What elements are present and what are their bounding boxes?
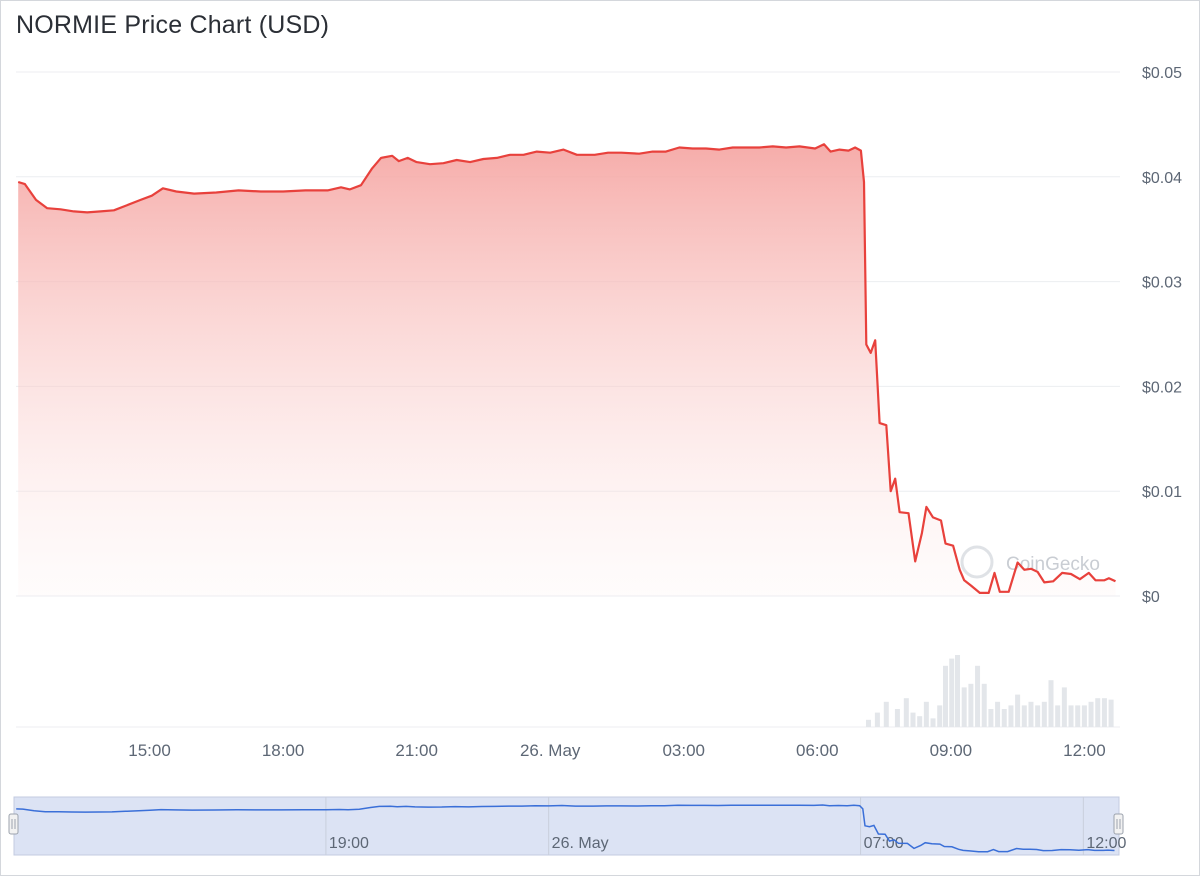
volume-bar xyxy=(883,701,889,727)
volume-bar xyxy=(1075,705,1081,727)
y-tick-label: $0.03 xyxy=(1142,275,1182,292)
volume-bar xyxy=(1048,680,1054,727)
x-tick-label: 06:00 xyxy=(796,741,839,760)
volume-bar xyxy=(968,683,974,727)
x-tick-label: 03:00 xyxy=(662,741,705,760)
y-tick-label: $0.01 xyxy=(1142,484,1182,501)
volume-bar xyxy=(894,709,900,727)
volume-bars xyxy=(865,655,1114,727)
volume-bar xyxy=(1041,701,1047,727)
volume-bar xyxy=(981,683,987,727)
volume-bar xyxy=(949,658,955,727)
price-area-fill xyxy=(18,144,1116,597)
volume-bar xyxy=(942,665,948,727)
volume-bar xyxy=(937,705,943,727)
volume-bar xyxy=(1001,709,1007,727)
chart-title: NORMIE Price Chart (USD) xyxy=(16,11,330,39)
volume-bar xyxy=(923,701,929,727)
y-axis-labels: $0.05 $0.04 $0.03 $0.02 $0.01 $0 xyxy=(1142,65,1182,606)
navigator-label: 19:00 xyxy=(329,835,369,852)
navigator-label: 26. May xyxy=(552,835,609,852)
handle-grip[interactable] xyxy=(8,813,19,835)
volume-bar xyxy=(1068,705,1074,727)
volume-bar xyxy=(1108,699,1114,727)
volume-bar xyxy=(1028,701,1034,727)
volume-bar xyxy=(955,655,961,727)
x-axis-labels: 15:00 18:00 21:00 26. May 03:00 06:00 09:00 12:… xyxy=(128,741,1105,760)
volume-bar xyxy=(995,701,1001,727)
volume-bar xyxy=(903,698,909,727)
volume-bar xyxy=(1095,698,1101,727)
volume-bar xyxy=(1061,687,1067,727)
x-tick-label: 26. May xyxy=(520,741,581,760)
handle-grip[interactable] xyxy=(1113,813,1124,835)
price-line xyxy=(17,143,1116,594)
watermark-logo xyxy=(960,545,994,579)
x-tick-label: 21:00 xyxy=(395,741,438,760)
volume-bar xyxy=(1015,694,1021,727)
volume-bar xyxy=(910,712,916,727)
x-tick-label: 18:00 xyxy=(262,741,305,760)
y-tick-label: $0.05 xyxy=(1142,65,1182,82)
volume-bar xyxy=(1008,705,1014,727)
y-tick-label: $0.02 xyxy=(1142,379,1182,396)
navigator-left-handle[interactable] xyxy=(8,813,19,835)
volume-bar xyxy=(1081,705,1087,727)
volume-bar xyxy=(961,687,967,727)
volume-bar xyxy=(1055,705,1061,727)
volume-bar xyxy=(874,712,880,727)
y-tick-label: $0.04 xyxy=(1142,170,1182,187)
y-tick-label: $0 xyxy=(1142,589,1160,606)
volume-bar xyxy=(917,716,923,727)
navigator-right-handle[interactable] xyxy=(1113,813,1124,835)
volume-bar xyxy=(1101,698,1107,727)
price-area xyxy=(17,143,1116,597)
navigator-line xyxy=(16,804,1115,853)
volume-bar xyxy=(865,719,871,727)
volume-bar xyxy=(1088,701,1094,727)
x-tick-label: 12:00 xyxy=(1063,741,1106,760)
volume-bar xyxy=(930,718,936,727)
range-navigator[interactable]: 19:00 26. May 07:00 12:00 xyxy=(8,796,1126,856)
volume-bar xyxy=(975,665,981,727)
x-tick-label: 09:00 xyxy=(930,741,973,760)
volume-bar xyxy=(1021,705,1027,727)
navigator-label: 12:00 xyxy=(1086,835,1126,852)
x-tick-label: 15:00 xyxy=(128,741,171,760)
volume-bar xyxy=(1035,705,1041,727)
volume-bar xyxy=(988,709,994,727)
